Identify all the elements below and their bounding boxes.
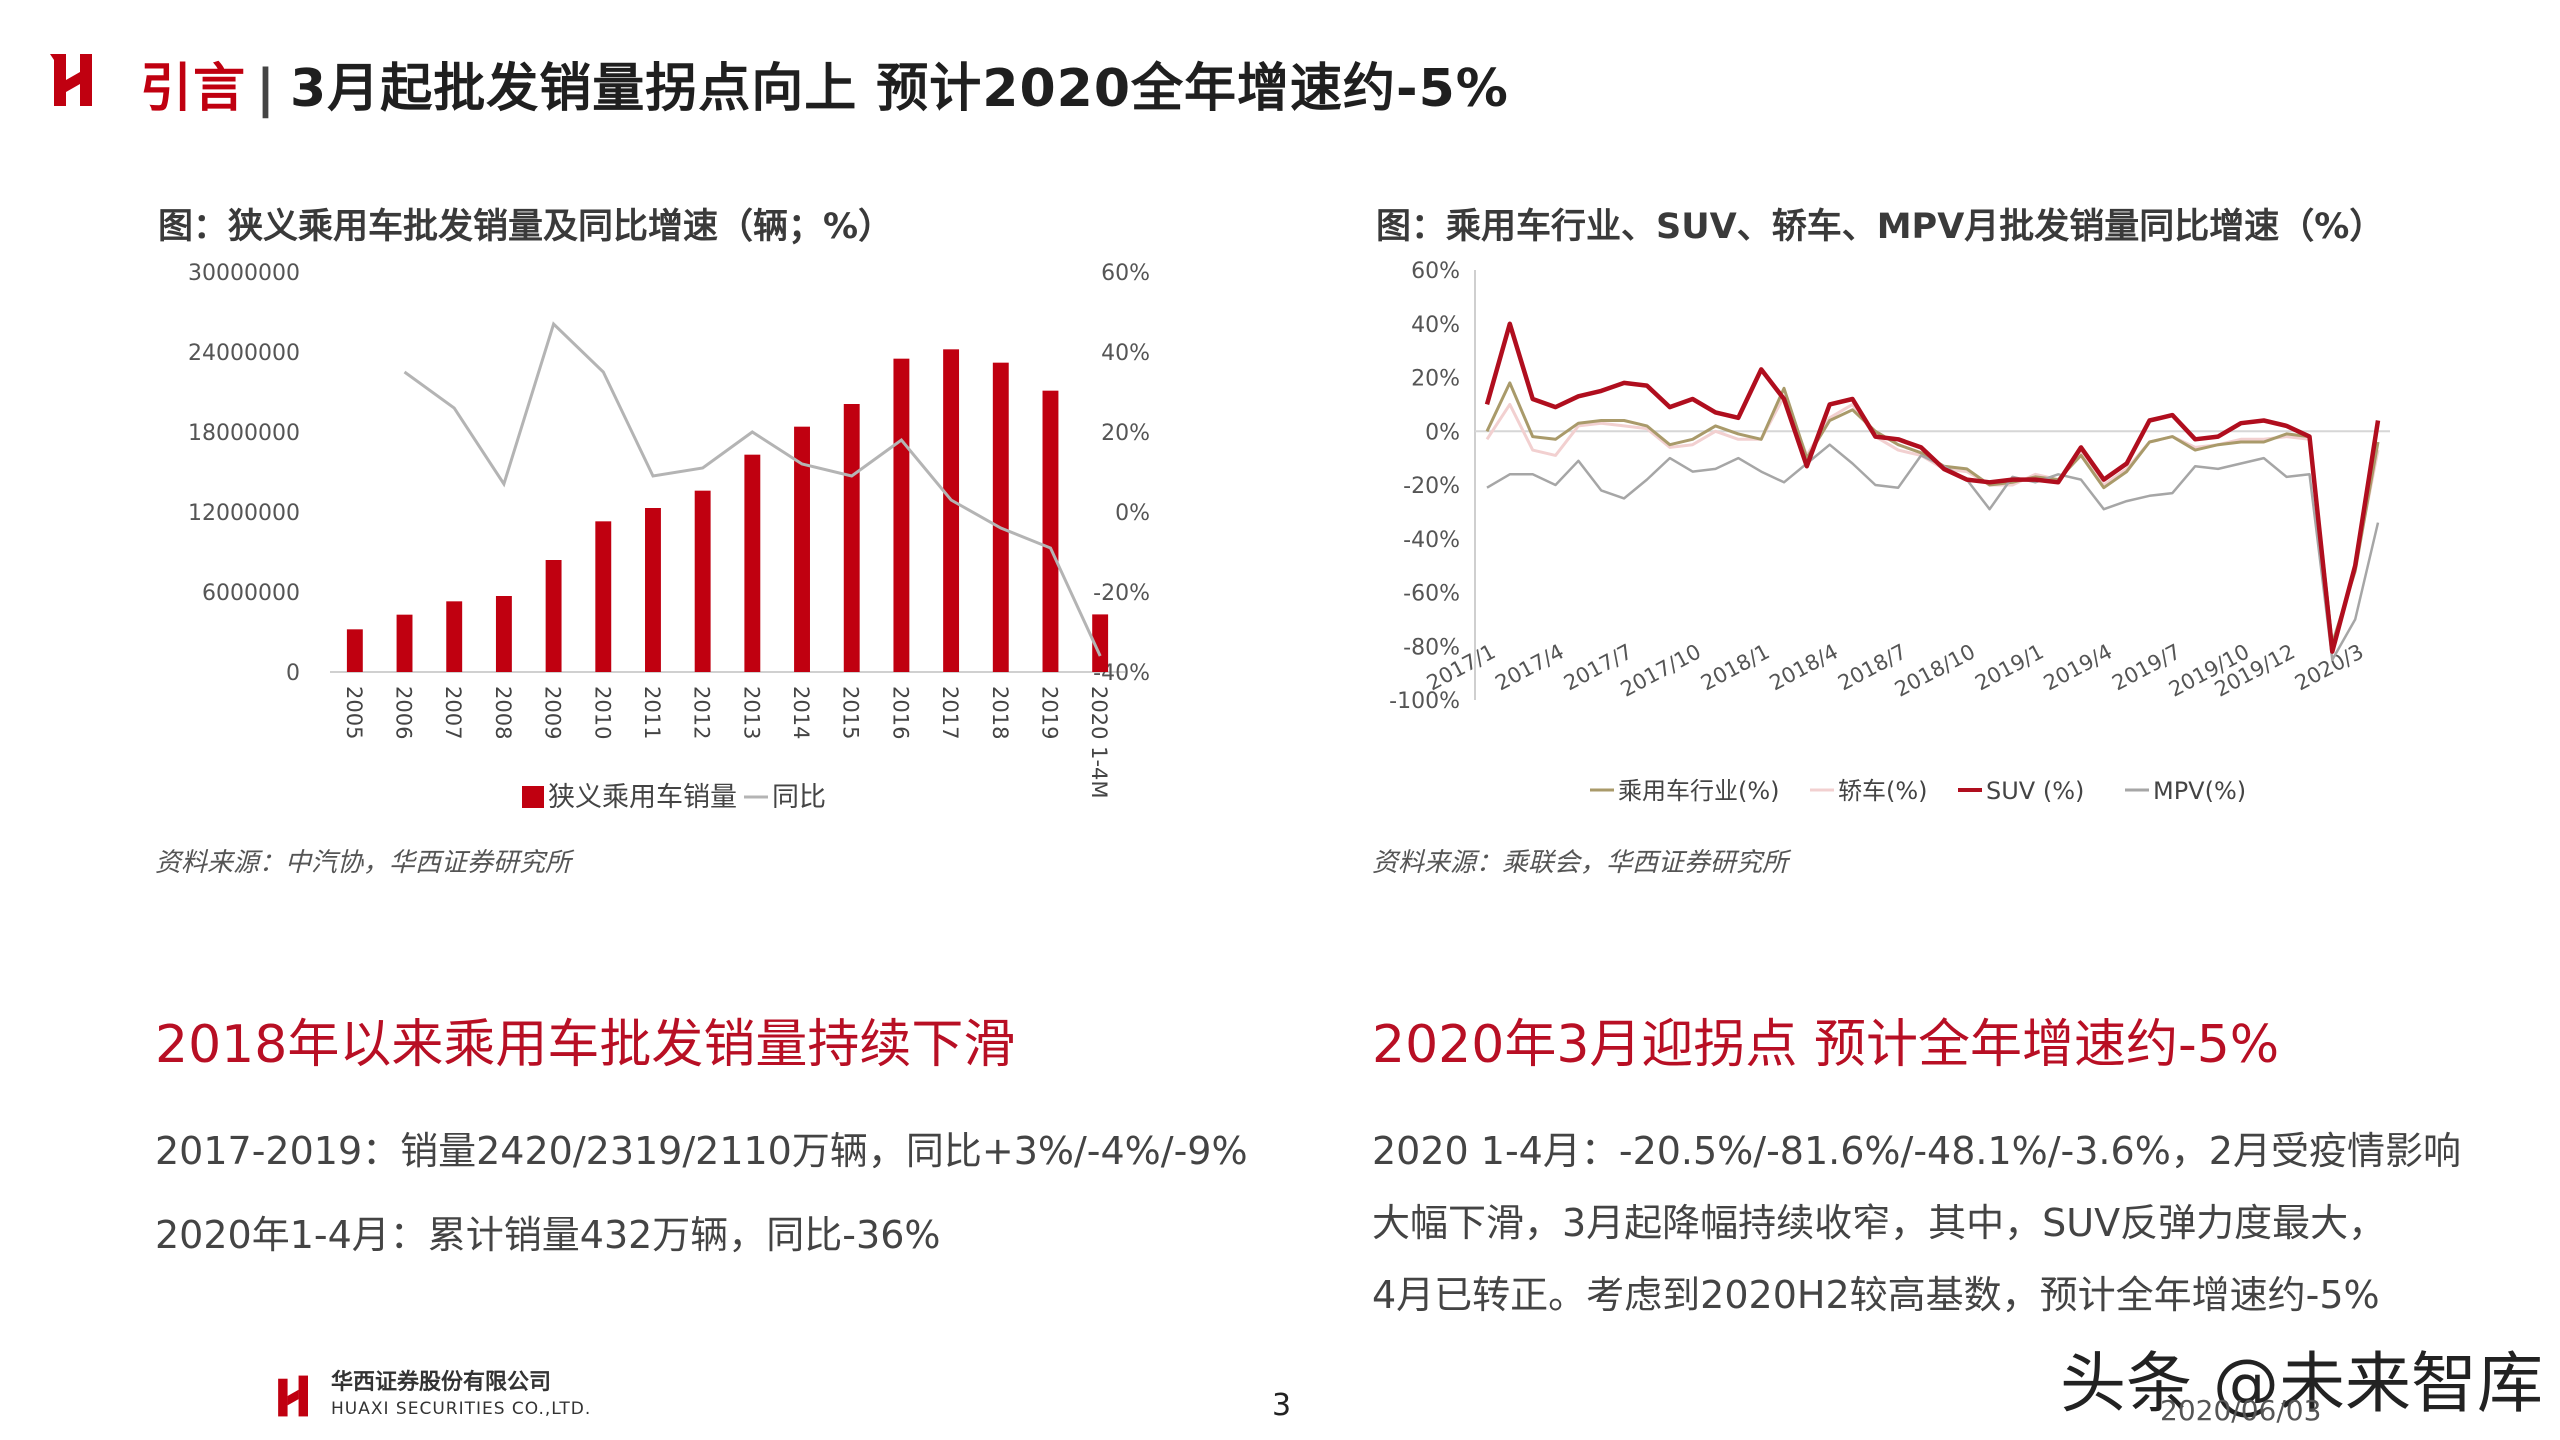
left-body-line: 2017-2019：销量2420/2319/2110万辆，同比+3%/-4%/-… [155, 1129, 1248, 1173]
y-tick-label: 0% [1425, 420, 1460, 445]
bar [943, 349, 960, 672]
x-tick-label: 2009 [541, 686, 565, 739]
legend-swatch-bar [522, 786, 544, 808]
x-tick-label: 2006 [392, 686, 416, 739]
x-tick-label: 2008 [491, 686, 515, 739]
bar [545, 560, 562, 672]
left-combo-chart: 0 6000000 12000000 18000000 24000000 30000000… [188, 261, 1150, 813]
x-tick-label: 2020 1-4M [1087, 686, 1111, 799]
bar [1092, 614, 1109, 672]
x-tick-label: 2015 [839, 686, 863, 739]
legend-label: 乘用车行业(%) [1618, 777, 1780, 805]
bar [794, 426, 810, 672]
x-tick-label: 2013 [739, 686, 763, 739]
bar [694, 490, 711, 672]
legend-label: MPV(%) [2153, 777, 2246, 805]
x-tick-label: 2018/1 [1697, 639, 1774, 695]
title-separator: | [256, 59, 277, 119]
y-tick-label: -40% [1403, 528, 1460, 553]
series-line [1485, 394, 2380, 648]
x-tick-label: 2005 [342, 686, 366, 739]
x-tick-label: 2012 [690, 686, 714, 739]
y-left-tick-label: 0 [286, 661, 300, 686]
bar [893, 358, 910, 672]
bar [744, 454, 761, 672]
y-tick-label: 60% [1411, 259, 1460, 284]
x-tick-label: 2016 [888, 686, 912, 739]
y-left-tick-label: 18000000 [188, 421, 300, 446]
legend-label: SUV (%) [1986, 777, 2084, 805]
y-right-tick-label: 60% [1101, 261, 1150, 286]
series-line [1484, 321, 2381, 654]
bar [346, 629, 363, 672]
left-body: 2017-2019：销量2420/2319/2110万辆，同比+3%/-4%/-… [155, 1115, 1248, 1271]
x-tick-label: 2018/4 [1766, 639, 1843, 695]
watermark: 头条 @未来智库 [2060, 1345, 2543, 1422]
x-tick-label: 2017 [938, 686, 962, 739]
right-body-line: 2020 1-4月：-20.5%/-81.6%/-48.1%/-3.6%，2月受… [1372, 1129, 2461, 1173]
y-left-tick-label: 6000000 [202, 581, 300, 606]
bar [495, 596, 512, 672]
x-tick-label: 2020/3 [2291, 639, 2368, 695]
x-tick-label: 2011 [640, 686, 664, 739]
x-tick-label: 2014 [789, 686, 813, 739]
left-heading: 2018年以来乘用车批发销量持续下滑 [155, 1015, 1016, 1075]
y-right-tick-label: 40% [1101, 341, 1150, 366]
right-chart-title: 图：乘用车行业、SUV、轿车、MPV月批发销量同比增速（%） [1376, 207, 2385, 247]
right-chart-source: 资料来源：乘联会，华西证券研究所 [1372, 848, 1789, 878]
y-left-tick-label: 12000000 [188, 501, 300, 526]
title-text: 3月起批发销量拐点向上 预计2020全年增速约-5% [290, 59, 1509, 119]
y-right-tick-label: -20% [1093, 581, 1150, 606]
page-number: 3 [1272, 1388, 1292, 1423]
x-tick-label: 2019/4 [2040, 639, 2117, 695]
legend-label: 轿车(%) [1838, 777, 1928, 805]
y-tick-label: -60% [1403, 582, 1460, 607]
bar [843, 404, 860, 672]
y-tick-label: 20% [1411, 367, 1460, 392]
footer-logo: 华西证券股份有限公司 HUAXI SECURITIES CO.,LTD. [275, 1370, 591, 1422]
footer-company-en: HUAXI SECURITIES CO.,LTD. [331, 1399, 592, 1419]
right-body-line: 大幅下滑，3月起降幅持续收窄，其中，SUV反弹力度最大， [1372, 1201, 2387, 1245]
x-tick-label: 2018 [988, 686, 1012, 739]
y-right-tick-label: 20% [1101, 421, 1150, 446]
y-tick-label: -100% [1389, 689, 1460, 714]
huaxi-footer-logo-icon [278, 1375, 308, 1417]
bar [992, 362, 1009, 672]
bar [645, 508, 661, 672]
left-chart-source: 资料来源：中汽协，华西证券研究所 [155, 848, 572, 878]
page-title: 引言 | 3月起批发销量拐点向上 预计2020全年增速约-5% [140, 46, 1509, 121]
legend-label-bar: 狭义乘用车销量 [548, 782, 737, 813]
huaxi-logo-icon [50, 54, 92, 106]
right-body-line: 4月已转正。考虑到2020H2较高基数，预计全年增速约-5% [1372, 1273, 2380, 1317]
x-tick-label: 2007 [441, 686, 465, 739]
y-tick-label: -20% [1403, 474, 1460, 499]
section-label: 引言 [140, 59, 247, 119]
date-stamp: 2020/06/03 [2160, 1394, 2322, 1427]
y-tick-label: 40% [1411, 313, 1460, 338]
right-heading: 2020年3月迎拐点 预计全年增速约-5% [1372, 1015, 2280, 1075]
bar [446, 601, 463, 672]
yoy-line [403, 321, 1102, 657]
right-body: 2020 1-4月：-20.5%/-81.6%/-48.1%/-3.6%，2月受… [1372, 1115, 2461, 1331]
bar [1042, 390, 1059, 672]
left-chart-title: 图：狭义乘用车批发销量及同比增速（辆；%） [158, 207, 894, 247]
series-line [1486, 443, 2380, 661]
bar [595, 521, 612, 672]
x-tick-label: 2010 [590, 686, 614, 739]
right-line-chart: 60%40%20%0%-20%-40%-60%-80%-100%2017/120… [1389, 259, 2390, 805]
y-left-tick-label: 24000000 [188, 341, 300, 366]
y-left-tick-label: 30000000 [188, 261, 300, 286]
x-tick-label: 2019/1 [1971, 639, 2048, 695]
footer-company-cn: 华西证券股份有限公司 [331, 1370, 552, 1395]
x-tick-label: 2019 [1037, 686, 1061, 739]
left-body-line: 2020年1-4月：累计销量432万辆，同比-36% [155, 1213, 941, 1257]
bar [396, 614, 413, 672]
y-tick-label: -80% [1403, 635, 1460, 660]
x-tick-label: 2017/4 [1491, 639, 1568, 695]
legend-label-line: 同比 [772, 782, 826, 813]
y-right-tick-label: 0% [1115, 501, 1150, 526]
